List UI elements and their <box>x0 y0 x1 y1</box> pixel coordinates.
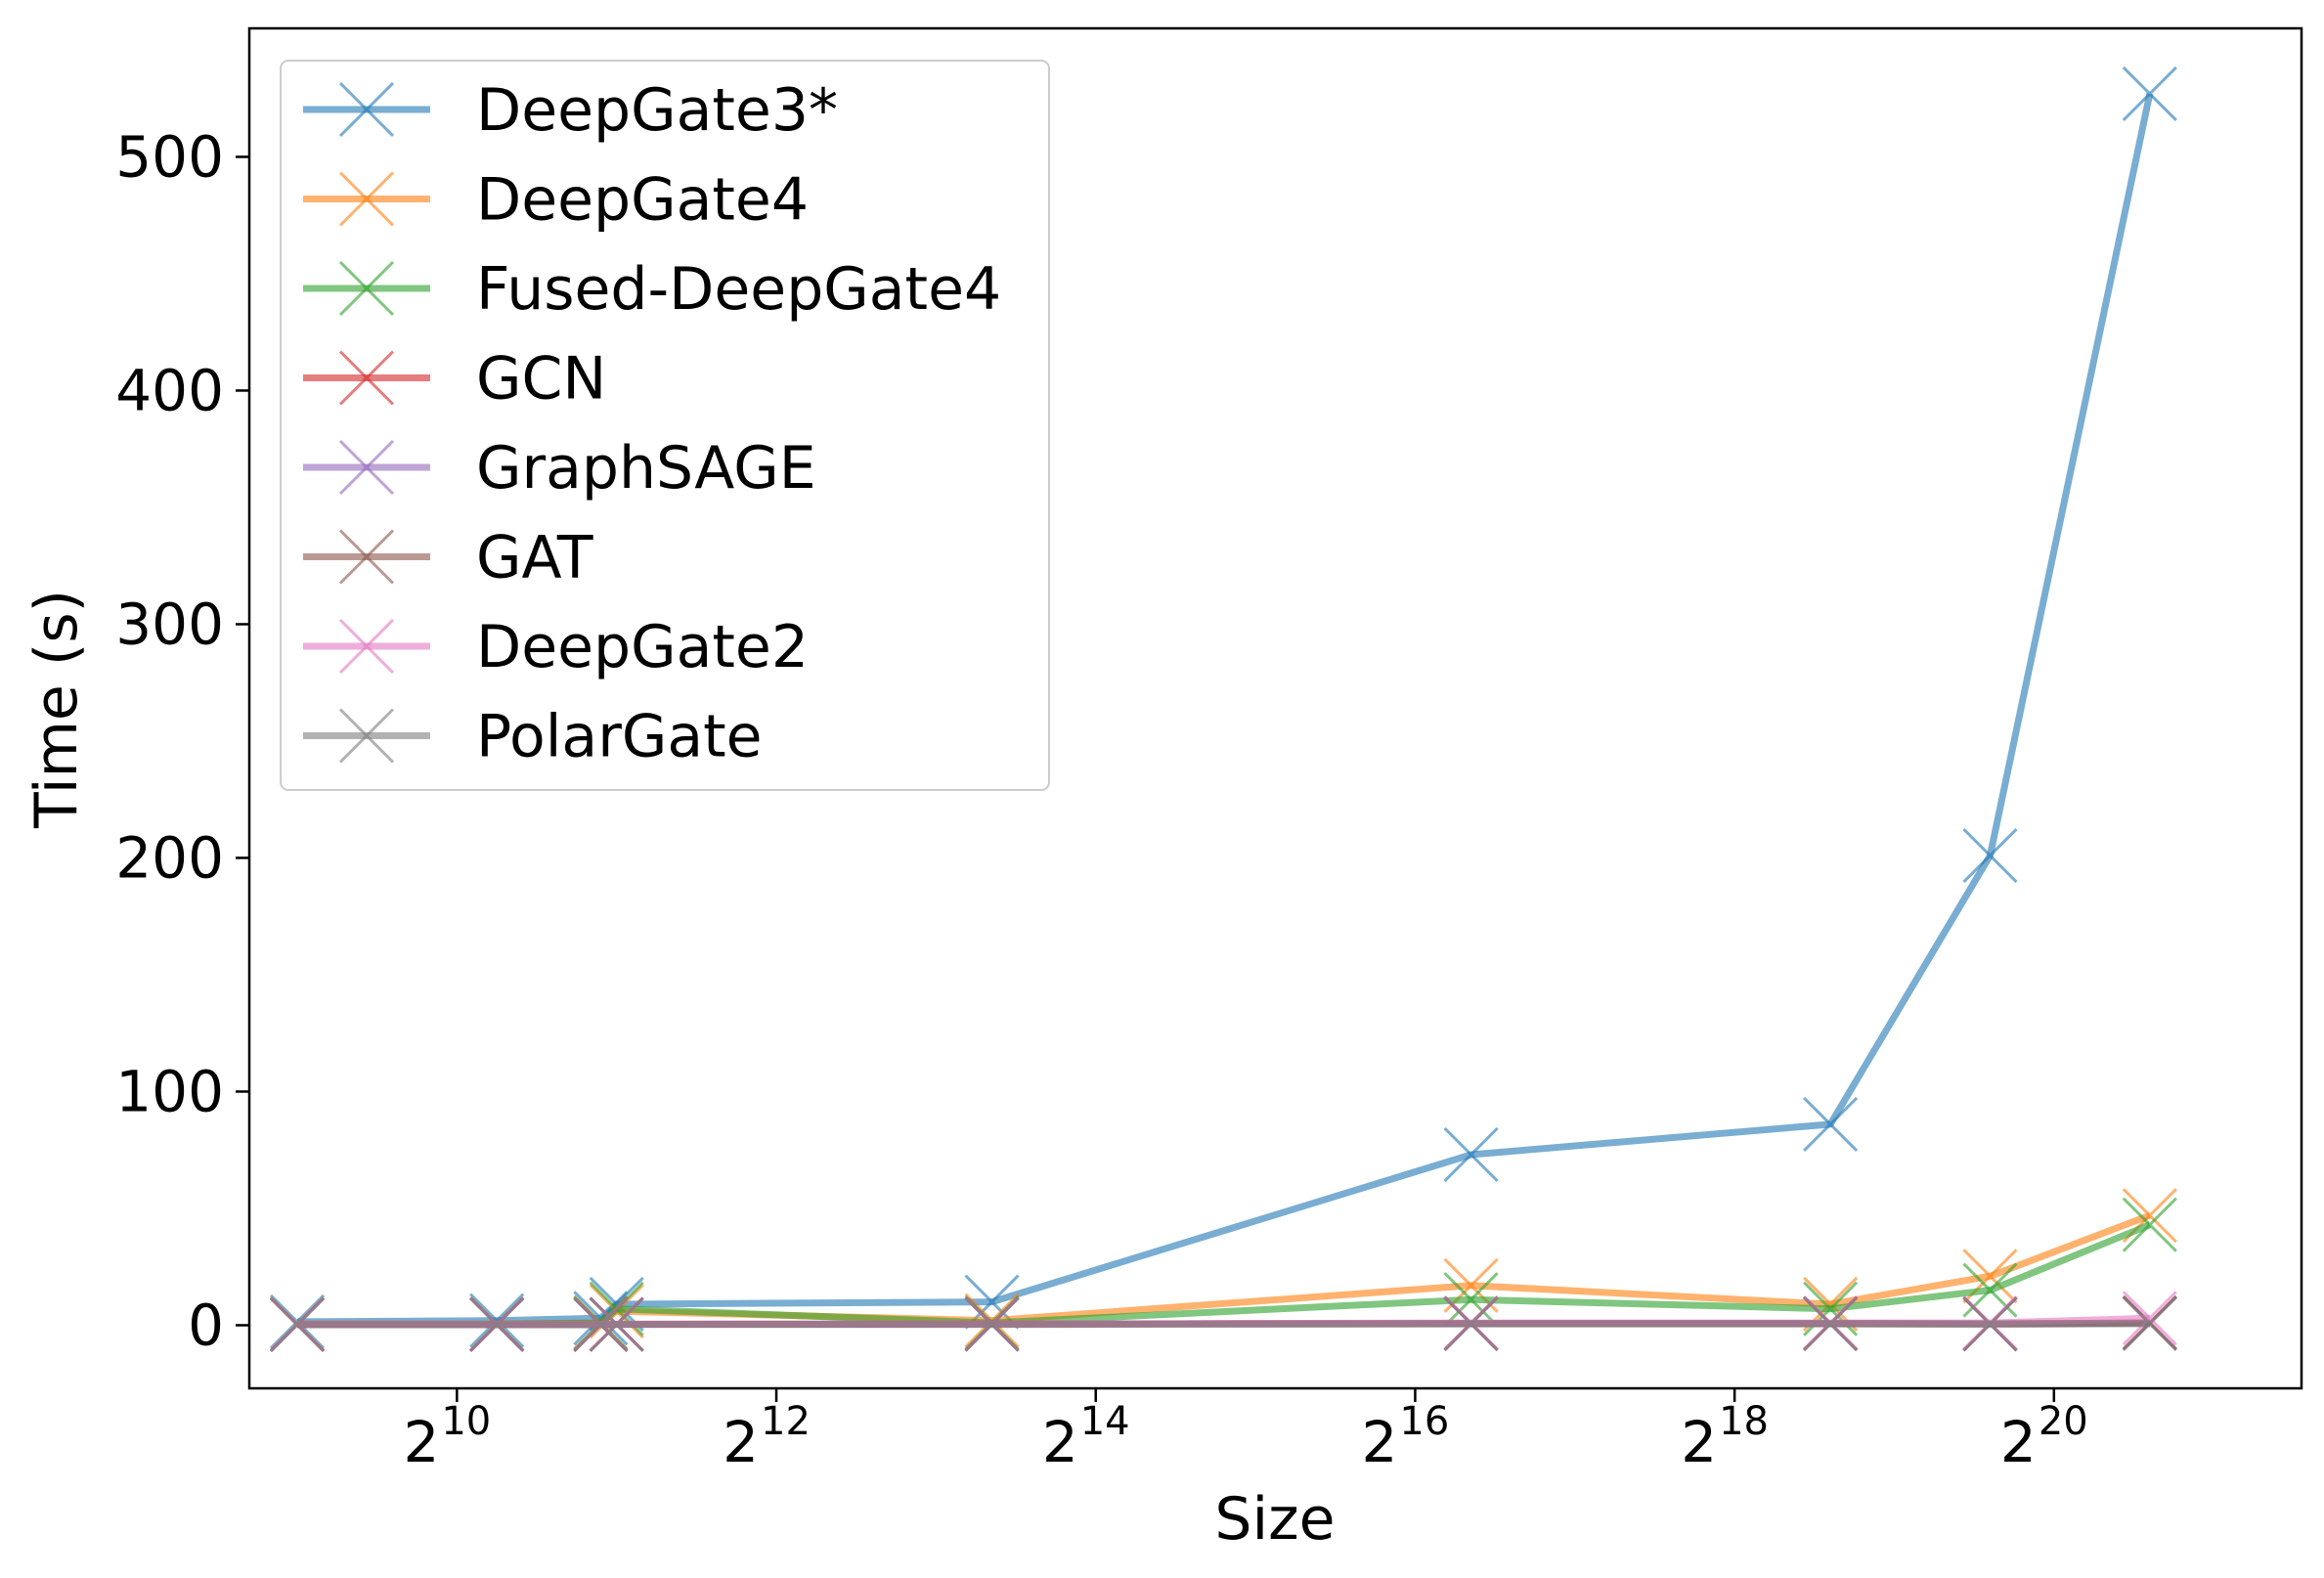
x-axis: 2 10 2 12 2 14 2 16 2 18 2 20 <box>403 1388 2088 1475</box>
x-tick-exponent: 16 <box>1399 1399 1449 1444</box>
x-tick-exponent: 20 <box>2039 1399 2088 1444</box>
legend-marker <box>338 350 395 406</box>
data-point-marker <box>269 1296 326 1353</box>
legend-box <box>280 60 1050 791</box>
x-tick-label: 2 <box>403 1409 439 1475</box>
legend-marker <box>338 618 395 675</box>
legend-marker <box>338 529 395 585</box>
legend-label: GraphSAGE <box>476 434 816 503</box>
data-point-marker <box>2122 66 2177 121</box>
legend-item: GCN <box>303 345 606 414</box>
legend-marker <box>338 171 395 227</box>
series-7 <box>269 1295 2177 1353</box>
data-point-marker <box>2122 1291 2177 1346</box>
legend-label: DeepGate4 <box>476 166 809 235</box>
x-tick-label: 2 <box>1362 1409 1398 1475</box>
legend-marker <box>338 81 395 138</box>
y-tick-label: 400 <box>115 357 224 423</box>
series-line <box>297 1320 2150 1329</box>
data-point-marker <box>1803 1296 1859 1352</box>
y-tick-label: 100 <box>115 1058 224 1124</box>
y-tick-label: 300 <box>115 591 224 657</box>
legend-item: DeepGate3* <box>303 76 838 145</box>
data-point-marker <box>1443 1296 1499 1352</box>
legend-item: PolarGate <box>303 703 763 771</box>
data-point-marker <box>1962 1296 2018 1352</box>
legend-label: Fused-DeepGate4 <box>476 255 1001 324</box>
legend-item: DeepGate2 <box>303 613 809 681</box>
legend-item: GraphSAGE <box>303 434 816 503</box>
x-tick-label: 2 <box>1042 1409 1078 1475</box>
data-point-marker <box>1443 1126 1499 1183</box>
legend-label: GCN <box>476 345 606 414</box>
plot-frame <box>247 26 2303 1390</box>
legend-marker <box>338 439 395 496</box>
legend: DeepGate3* DeepGate4 Fused-DeepGate4 GCN Gra… <box>280 60 1050 791</box>
data-point-marker <box>469 1293 525 1348</box>
x-tick-label: 2 <box>1681 1409 1717 1475</box>
data-point-marker <box>1803 1096 1859 1152</box>
y-tick-label: 500 <box>115 123 224 190</box>
legend-item: DeepGate4 <box>303 166 809 235</box>
legend-marker <box>338 260 395 317</box>
legend-label: DeepGate2 <box>476 613 809 681</box>
data-point-marker <box>2122 1197 2177 1252</box>
legend-label: GAT <box>476 524 593 592</box>
x-axis-label: Size <box>1214 1485 1335 1554</box>
y-tick-label: 200 <box>115 824 224 891</box>
legend-item: GAT <box>303 524 593 592</box>
data-point-marker <box>589 1296 644 1352</box>
y-axis-label: Time (s) <box>22 590 91 829</box>
x-tick-exponent: 12 <box>761 1399 811 1444</box>
data-point-marker <box>964 1296 1020 1352</box>
x-tick-exponent: 18 <box>1719 1399 1769 1444</box>
legend-label: DeepGate3* <box>476 76 838 145</box>
series-0 <box>269 66 2177 1349</box>
data-point-marker <box>1962 828 2018 884</box>
series-layer <box>269 66 2177 1353</box>
x-tick-exponent: 10 <box>441 1399 491 1444</box>
data-point-marker <box>2122 1295 2177 1352</box>
x-tick-exponent: 14 <box>1080 1399 1130 1444</box>
x-tick-label: 2 <box>2000 1409 2037 1475</box>
legend-label: PolarGate <box>476 703 763 771</box>
data-point-marker <box>469 1296 525 1353</box>
y-axis: 0 100 200 300 400 500 <box>115 123 249 1358</box>
series-line <box>297 1221 2152 1328</box>
y-tick-label: 0 <box>188 1292 224 1358</box>
legend-item: Fused-DeepGate4 <box>303 255 1001 324</box>
x-tick-label: 2 <box>723 1409 759 1475</box>
legend-marker <box>338 708 395 764</box>
data-point-marker <box>1443 1272 1499 1328</box>
data-point-marker <box>573 1296 629 1353</box>
